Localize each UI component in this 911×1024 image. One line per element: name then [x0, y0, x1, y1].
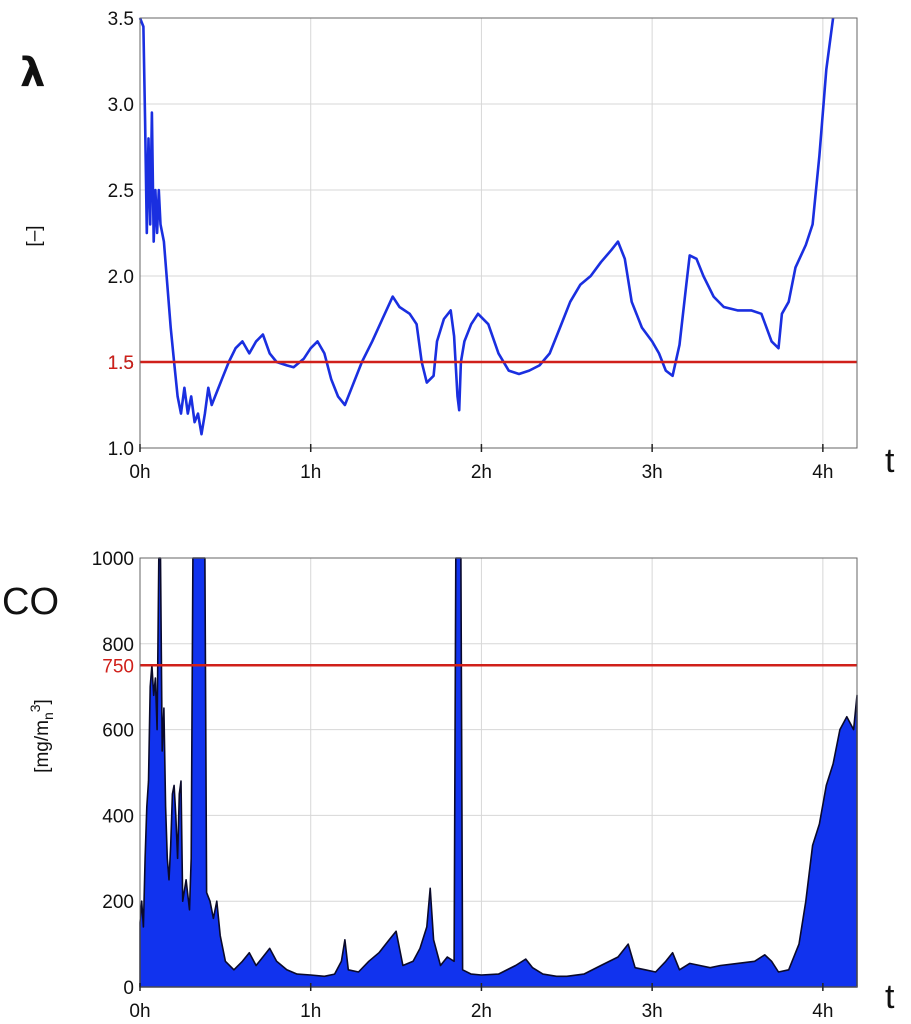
lambda-x-tick-label: 3h [642, 462, 663, 483]
co-y-tick-labels: 0 200 400 600 800 1000 750 [92, 549, 134, 999]
lambda-y-tick-label: 3.0 [108, 95, 134, 116]
co-y-tick-label: 200 [102, 892, 134, 913]
co-x-tick-label: 3h [642, 1001, 663, 1022]
lambda-y-tick-label: 1.5 [108, 353, 134, 374]
lambda-y-tick-label: 3.5 [108, 9, 134, 30]
lambda-threshold-label: 1.5 [108, 353, 134, 374]
lambda-x-tick-label: 2h [471, 462, 492, 483]
co-grid [140, 557, 857, 987]
co-y-axis-label-main: [mg/m [32, 720, 53, 773]
co-plot-frame [139, 557, 858, 988]
co-y-tick-label: 800 [102, 635, 134, 656]
co-y-axis-label-sup: 3 [27, 704, 43, 712]
lambda-panel: 1.01.52.02.53.03.51.5 0h 1h 2h 3h 4h λ [–] t [20, 9, 895, 483]
lambda-y-tick-label: 2.5 [108, 181, 134, 202]
co-x-tick-labels: 0h 1h 2h 3h 4h [129, 983, 833, 1022]
lambda-x-axis-symbol: t [885, 442, 895, 480]
co-y-tick-label: 0 [123, 978, 134, 999]
co-x-axis-symbol: t [885, 978, 895, 1016]
co-y-axis-label: [mg/mn3] [27, 699, 56, 773]
co-y-tick-label: 400 [102, 806, 134, 827]
lambda-grid [140, 17, 857, 448]
lambda-series-line [138, 17, 835, 436]
co-threshold-label: 750 [102, 656, 134, 677]
lambda-symbol: λ [20, 50, 45, 96]
co-x-tick-label: 2h [471, 1001, 492, 1022]
co-y-axis-label-sub: n [40, 712, 56, 720]
co-x-tick-label: 4h [812, 1001, 833, 1022]
co-x-tick-label: 0h [129, 1001, 150, 1022]
co-x-tick-label: 1h [300, 1001, 321, 1022]
lambda-plot-frame [139, 17, 858, 449]
lambda-y-tick-labels: 1.01.52.02.53.03.51.5 [108, 9, 134, 460]
co-symbol: CO [2, 581, 59, 623]
lambda-y-tick-label: 1.0 [108, 439, 134, 460]
co-y-tick-label: 1000 [92, 549, 134, 570]
lambda-x-tick-label: 1h [300, 462, 321, 483]
co-panel: 0 200 400 600 800 1000 750 0h 1h 2h 3h 4h CO [mg/m… [2, 549, 895, 1022]
lambda-y-tick-label: 2.0 [108, 267, 134, 288]
lambda-x-tick-label: 0h [129, 462, 150, 483]
lambda-x-tick-labels: 0h 1h 2h 3h 4h [129, 444, 833, 483]
lambda-x-tick-label: 4h [812, 462, 833, 483]
co-series-area [139, 557, 858, 988]
lambda-y-axis-label: [–] [24, 225, 45, 246]
co-y-tick-label: 600 [102, 721, 134, 742]
co-y-axis-label-close: ] [32, 699, 53, 704]
